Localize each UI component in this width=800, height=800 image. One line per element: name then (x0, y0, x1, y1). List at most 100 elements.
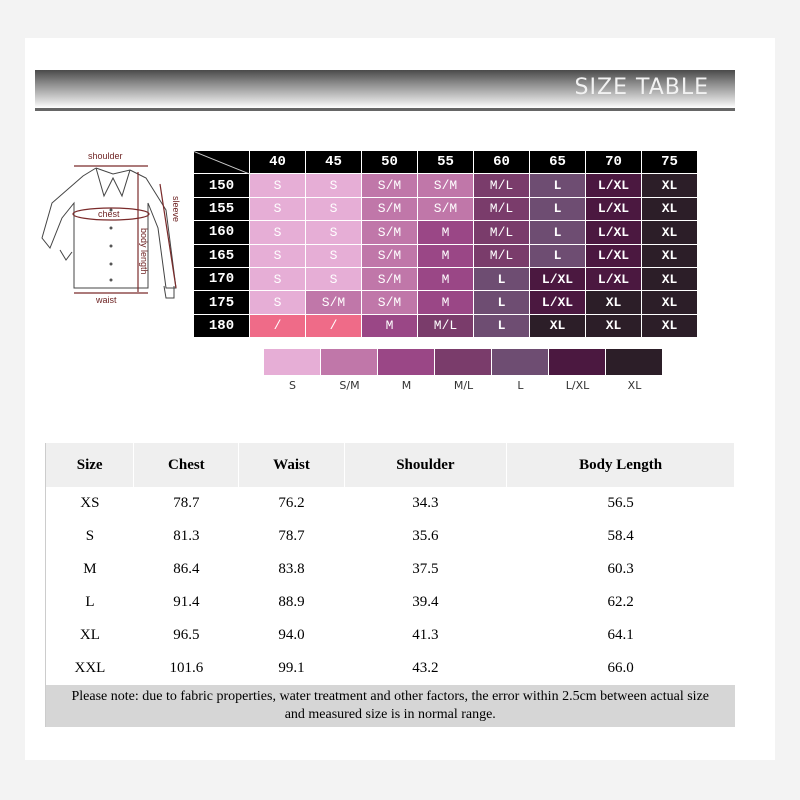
grid-row: 180// M M/L L XL XL XL (193, 313, 698, 339)
grid-cell: S (305, 196, 362, 222)
grid-row: 170 S S S/M M L L/XL L/XL XL (193, 266, 698, 292)
grid-cell: S (305, 220, 362, 245)
grid-cell: L (473, 290, 530, 315)
grid-cell: M (417, 290, 474, 315)
grid-cell: L (473, 266, 530, 292)
color-legend-labels: S S/M M M/L L L/XL XL (264, 379, 663, 392)
grid-cell: S/M (361, 220, 418, 245)
grid-cell: XL (585, 313, 642, 339)
grid-cell: L (529, 243, 586, 268)
grid-cell: XL (641, 290, 698, 315)
shirt-measurement-diagram: shoulder chest sleeve body length waist (41, 151, 181, 305)
measurements-cell: 37.5 (412, 561, 439, 577)
measurements-row: L 91.4 88.9 39.4 62.2 (46, 586, 735, 619)
legend-label: M/L (453, 379, 474, 392)
measurements-column-header: Shoulder (344, 443, 508, 487)
grid-cell: S (305, 266, 362, 292)
measurements-cell: 86.4 (173, 561, 200, 577)
grid-cell: S (249, 290, 306, 315)
measurements-column-header: Chest (133, 443, 240, 487)
measurements-cell: 60.3 (607, 561, 634, 577)
measurements-column-header: Size (45, 443, 135, 487)
grid-cell: L/XL (585, 173, 642, 198)
grid-cell: XL (641, 220, 698, 245)
grid-cell: S/M (361, 173, 418, 198)
grid-cell: L (529, 173, 586, 198)
measurements-cell: 83.8 (278, 561, 305, 577)
grid-row-header: 155 (193, 196, 250, 222)
measurements-cell: XS (80, 495, 100, 511)
grid-cell: M/L (417, 313, 474, 339)
grid-cell: S/M (417, 196, 474, 222)
grid-row-header: 170 (193, 266, 250, 292)
grid-row: 150 S S S/M S/M M/L L L/XL XL (193, 173, 698, 198)
measurements-cell: 101.6 (169, 660, 204, 676)
measurements-column-header: Body Length (506, 443, 735, 487)
measurements-row: XL 96.5 94.0 41.3 64.1 (46, 619, 735, 652)
diagram-label-sleeve: sleeve (171, 196, 181, 222)
measurements-table: Size Chest Waist Shoulder Body Length XS 78.7… (45, 443, 735, 727)
grid-cell: L/XL (585, 266, 642, 292)
grid-cell: XL (641, 196, 698, 222)
grid-row: 160 S S S/M M M/L L L/XL XL (193, 220, 698, 245)
fit-grid: 40 45 50 55 60 65 70 75 150 S S S/M S/M M/L L L/XL XL 15… (193, 149, 698, 339)
measurements-row: XXL 101.6 99.1 43.2 66.0 (46, 652, 735, 685)
grid-cell: L/XL (529, 290, 586, 315)
measurements-cell: XL (79, 627, 100, 643)
grid-column-header: 75 (641, 149, 698, 175)
grid-cell: XL (529, 313, 586, 339)
grid-cell: M/L (473, 243, 530, 268)
grid-cell: XL (585, 290, 642, 315)
measurements-cell: 76.2 (278, 495, 305, 511)
legend-swatch (435, 349, 491, 375)
page-title: SIZE TABLE (574, 75, 709, 100)
grid-cell: S/M (417, 173, 474, 198)
legend-swatch (606, 349, 662, 375)
grid-cell: S/M (361, 266, 418, 292)
grid-cell: L/XL (585, 196, 642, 222)
grid-cell: S (305, 173, 362, 198)
grid-cell: S (249, 266, 306, 292)
grid-cell: S (305, 243, 362, 268)
grid-cell: M (417, 266, 474, 292)
grid-cell: XL (641, 266, 698, 292)
diagram-label-waist: waist (95, 295, 117, 305)
grid-row: 155 S S S/M S/M M/L L L/XL XL (193, 196, 698, 222)
grid-cell: / (305, 313, 362, 339)
grid-column-header: 60 (473, 149, 530, 175)
grid-row-header: 160 (193, 220, 250, 245)
grid-cell: S (249, 220, 306, 245)
measurements-row: M 86.4 83.8 37.5 60.3 (46, 553, 735, 586)
measurements-cell: 96.5 (173, 627, 200, 643)
legend-swatch (321, 349, 377, 375)
measurements-cell: 39.4 (412, 594, 439, 610)
measurements-cell: 88.9 (278, 594, 305, 610)
grid-column-header: 70 (585, 149, 642, 175)
grid-cell: M (417, 220, 474, 245)
measurements-cell: 58.4 (607, 528, 634, 544)
legend-label: L/XL (565, 379, 590, 392)
legend-label: S (289, 379, 296, 392)
diagram-label-chest: chest (98, 209, 120, 219)
measurements-cell: S (85, 528, 95, 544)
measurements-cell: L (85, 594, 95, 610)
grid-column-header: 45 (305, 149, 362, 175)
grid-row-header: 165 (193, 243, 250, 268)
measurements-cell: 34.3 (412, 495, 439, 511)
measurements-cell: 94.0 (278, 627, 305, 643)
legend-label: S/M (339, 379, 360, 392)
legend-swatch (549, 349, 605, 375)
grid-cell: M (417, 243, 474, 268)
grid-cell: L/XL (585, 243, 642, 268)
grid-row: 165 S S S/M M M/L L L/XL XL (193, 243, 698, 268)
legend-label: L (517, 379, 524, 392)
diagram-label-body-length: body length (139, 228, 149, 275)
grid-row-header: 175 (193, 290, 250, 315)
grid-cell: / (249, 313, 306, 339)
grid-cell: S/M (361, 196, 418, 222)
measurements-cell: 62.2 (607, 594, 634, 610)
grid-cell: L/XL (585, 220, 642, 245)
measurements-cell: 41.3 (412, 627, 439, 643)
grid-cell: S/M (361, 290, 418, 315)
measurements-cell: 99.1 (278, 660, 305, 676)
